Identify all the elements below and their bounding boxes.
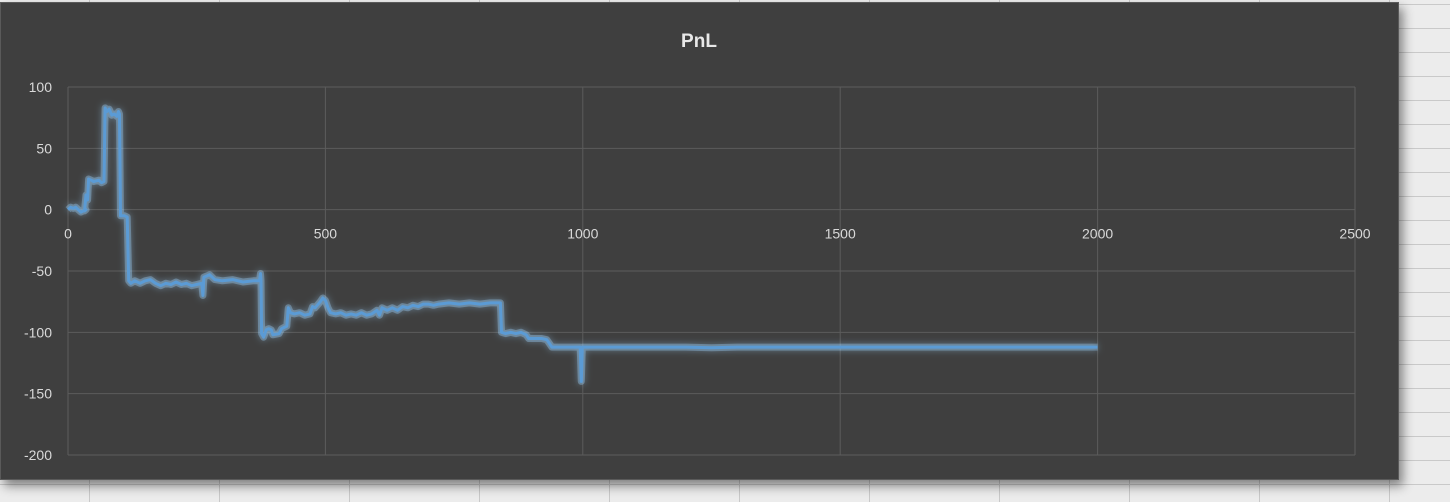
x-tick-label: 2000 <box>1082 226 1113 242</box>
chart-title: PnL <box>681 31 717 52</box>
y-tick-label: 50 <box>36 140 52 156</box>
x-tick-label: 1500 <box>825 226 856 242</box>
series-layer <box>65 104 1098 385</box>
x-tick-label: 1000 <box>567 226 598 242</box>
x-tick-label: 0 <box>64 226 72 242</box>
y-tick-label: 0 <box>44 202 52 218</box>
pnl-series-line <box>66 106 1098 383</box>
chart-area[interactable]: 100 50 0 -50 -100 -150 -200 0 500 1000 1500 2000 250… <box>0 2 1399 480</box>
y-tick-label: -150 <box>24 386 52 402</box>
y-tick-label: 100 <box>29 79 53 95</box>
y-tick-label: -50 <box>32 263 52 279</box>
y-tick-label: -200 <box>24 447 52 463</box>
x-tick-label: 2500 <box>1339 226 1370 242</box>
x-tick-label: 500 <box>314 226 338 242</box>
y-tick-label: -100 <box>24 324 52 340</box>
